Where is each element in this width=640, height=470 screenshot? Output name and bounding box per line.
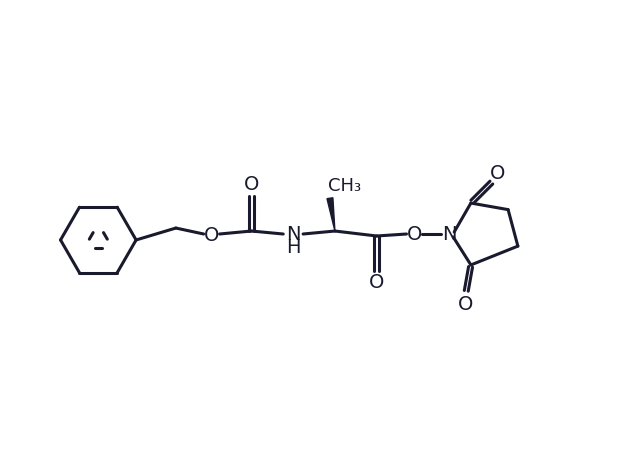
Text: O: O xyxy=(204,227,220,245)
Text: CH₃: CH₃ xyxy=(328,177,362,196)
Text: O: O xyxy=(490,164,506,183)
Text: O: O xyxy=(369,273,385,292)
Polygon shape xyxy=(327,198,335,231)
Text: H: H xyxy=(286,238,300,258)
Text: N: N xyxy=(442,225,456,243)
Text: O: O xyxy=(244,175,259,194)
Text: N: N xyxy=(286,225,300,243)
Text: O: O xyxy=(458,295,474,314)
Text: O: O xyxy=(407,225,422,243)
